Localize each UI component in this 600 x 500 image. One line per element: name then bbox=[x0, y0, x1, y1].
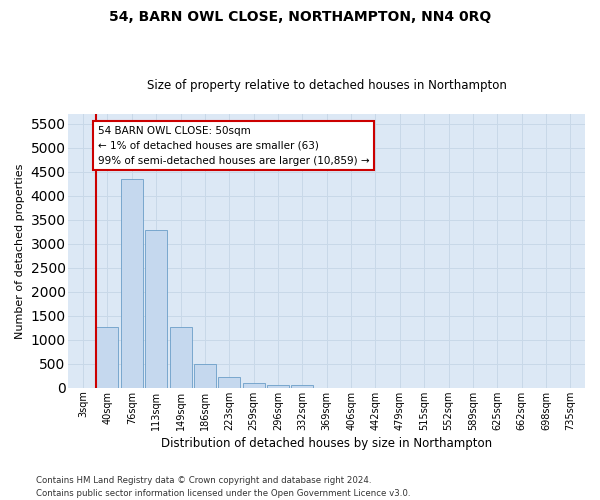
X-axis label: Distribution of detached houses by size in Northampton: Distribution of detached houses by size … bbox=[161, 437, 492, 450]
Y-axis label: Number of detached properties: Number of detached properties bbox=[15, 163, 25, 338]
Title: Size of property relative to detached houses in Northampton: Size of property relative to detached ho… bbox=[147, 79, 506, 92]
Bar bbox=[292, 385, 313, 388]
Bar bbox=[145, 230, 167, 388]
Bar bbox=[121, 179, 143, 388]
Text: 54, BARN OWL CLOSE, NORTHAMPTON, NN4 0RQ: 54, BARN OWL CLOSE, NORTHAMPTON, NN4 0RQ bbox=[109, 10, 491, 24]
Bar bbox=[194, 364, 216, 388]
Bar bbox=[170, 328, 191, 388]
Bar bbox=[267, 385, 289, 388]
Text: 54 BARN OWL CLOSE: 50sqm
← 1% of detached houses are smaller (63)
99% of semi-de: 54 BARN OWL CLOSE: 50sqm ← 1% of detache… bbox=[98, 126, 370, 166]
Bar bbox=[242, 383, 265, 388]
Bar bbox=[97, 328, 118, 388]
Text: Contains HM Land Registry data © Crown copyright and database right 2024.
Contai: Contains HM Land Registry data © Crown c… bbox=[36, 476, 410, 498]
Bar bbox=[218, 378, 240, 388]
